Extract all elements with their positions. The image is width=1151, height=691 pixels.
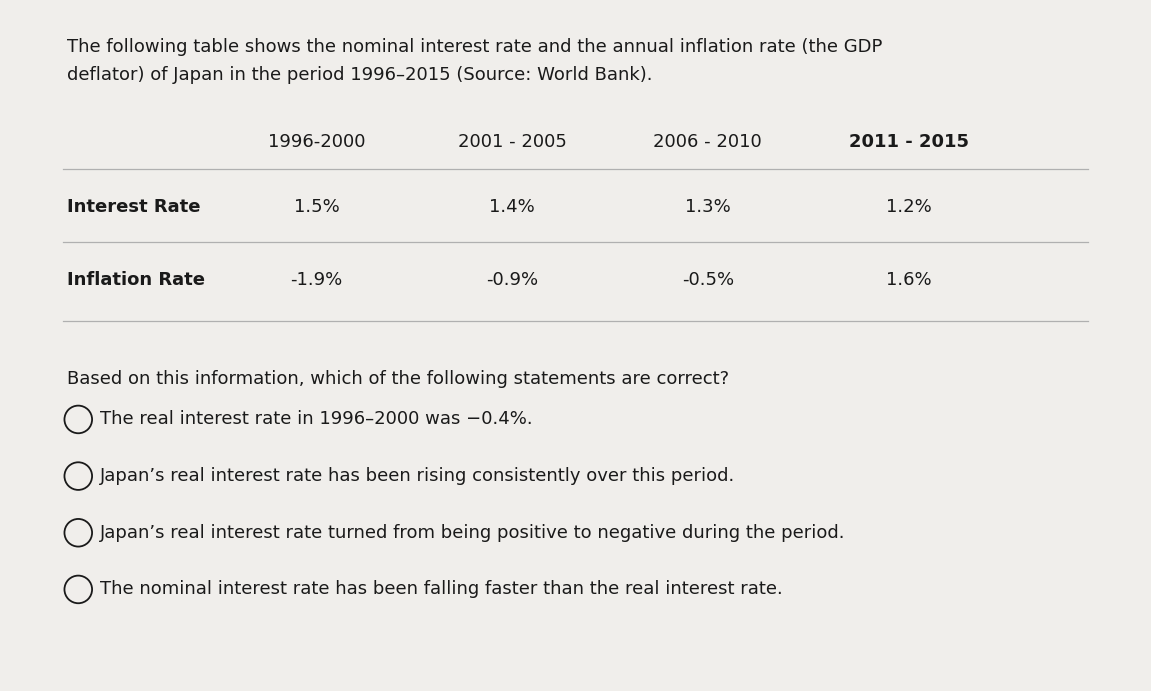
Text: Based on this information, which of the following statements are correct?: Based on this information, which of the …	[67, 370, 729, 388]
Text: 1996-2000: 1996-2000	[268, 133, 365, 151]
Text: deflator) of Japan in the period 1996–2015 (Source: World Bank).: deflator) of Japan in the period 1996–20…	[67, 66, 653, 84]
Text: The following table shows the nominal interest rate and the annual inflation rat: The following table shows the nominal in…	[67, 38, 882, 56]
Text: 1.2%: 1.2%	[886, 198, 932, 216]
Text: 2011 - 2015: 2011 - 2015	[849, 133, 969, 151]
Text: Inflation Rate: Inflation Rate	[67, 271, 205, 289]
Text: The real interest rate in 1996–2000 was −0.4%.: The real interest rate in 1996–2000 was …	[100, 410, 533, 428]
Text: 2001 - 2005: 2001 - 2005	[458, 133, 566, 151]
Text: 1.4%: 1.4%	[489, 198, 535, 216]
Text: 1.6%: 1.6%	[886, 271, 932, 289]
Text: Japan’s real interest rate has been rising consistently over this period.: Japan’s real interest rate has been risi…	[100, 467, 735, 485]
Text: -0.9%: -0.9%	[486, 271, 539, 289]
Text: The nominal interest rate has been falling faster than the real interest rate.: The nominal interest rate has been falli…	[100, 580, 783, 598]
Text: 1.5%: 1.5%	[294, 198, 340, 216]
Text: Interest Rate: Interest Rate	[67, 198, 200, 216]
Text: -1.9%: -1.9%	[290, 271, 343, 289]
Text: Japan’s real interest rate turned from being positive to negative during the per: Japan’s real interest rate turned from b…	[100, 524, 846, 542]
Text: -0.5%: -0.5%	[681, 271, 734, 289]
Text: 2006 - 2010: 2006 - 2010	[654, 133, 762, 151]
Text: 1.3%: 1.3%	[685, 198, 731, 216]
